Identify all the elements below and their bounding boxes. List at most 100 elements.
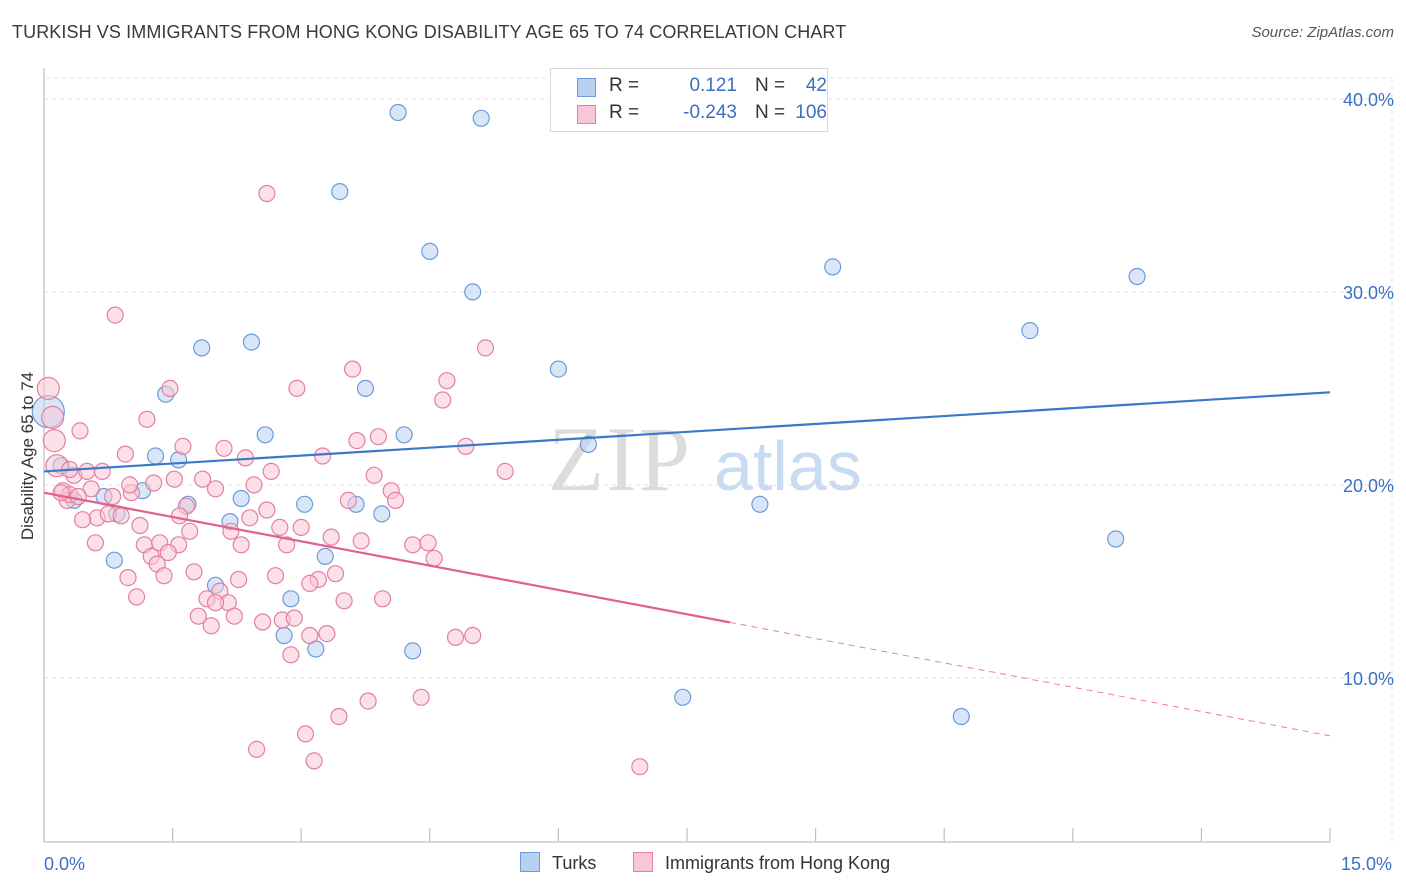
correlation-legend: R = 0.121 N = 42 R = -0.243 N = 106 <box>550 68 828 132</box>
turks-point <box>193 339 211 357</box>
hong-kong-point <box>476 339 495 357</box>
hong-kong-point <box>52 484 70 502</box>
hong-kong-point <box>119 568 137 587</box>
hong-kong-point <box>174 437 192 455</box>
tick-labels: 10.0% 20.0% 30.0% 40.0% 0.0% 15.0% <box>44 90 1394 874</box>
bottom-legend-label-hong-kong: Immigrants from Hong Kong <box>665 853 891 873</box>
turks-point <box>404 642 422 660</box>
hong-kong-point <box>305 752 323 770</box>
hong-kong-point <box>189 607 207 625</box>
hong-kong-point <box>496 462 514 480</box>
hong-kong-point <box>262 462 280 480</box>
hong-kong-point <box>42 429 66 453</box>
hong-kong-point <box>40 405 65 429</box>
hong-kong-point <box>181 522 199 540</box>
bottom-legend-label-turks: Turks <box>552 853 597 873</box>
hong-kong-point <box>369 428 387 446</box>
turks-point <box>105 551 123 569</box>
hong-kong-trend-line <box>43 491 731 624</box>
hong-kong-point <box>131 516 149 535</box>
turks-point <box>373 505 391 523</box>
hong-kong-point <box>271 518 289 537</box>
hong-kong-point <box>438 372 456 390</box>
hong-kong-point <box>170 507 189 525</box>
bottom-legend-hong-kong: Immigrants from Hong Kong <box>633 852 890 874</box>
turks-trend-line <box>43 391 1331 473</box>
hong-kong-point <box>258 501 276 519</box>
hong-kong-point <box>215 439 233 457</box>
hong-kong-point <box>258 184 276 203</box>
turks-point <box>331 183 349 201</box>
source-label: Source: ZipAtlas.com <box>1251 24 1394 41</box>
bottom-legend-swatch-hong-kong <box>633 852 653 872</box>
hong-kong-point <box>93 462 111 480</box>
hong-kong-point <box>69 487 87 506</box>
hong-kong-point <box>206 480 225 498</box>
hong-kong-point <box>292 518 310 537</box>
hong-kong-point <box>222 522 240 540</box>
turks-point <box>472 109 490 127</box>
hong-kong-point <box>206 594 225 612</box>
hong-kong-point <box>404 536 422 554</box>
hong-kong-point <box>296 725 315 743</box>
hong-kong-trend-line-extension <box>729 621 1331 737</box>
hong-kong-point <box>348 432 366 450</box>
hong-kong-point <box>318 624 336 643</box>
hong-kong-point <box>232 536 250 554</box>
hong-kong-point <box>103 487 122 506</box>
legend-swatch-turks <box>577 78 596 97</box>
chart-title: TURKISH VS IMMIGRANTS FROM HONG KONG DIS… <box>12 22 847 42</box>
turks-point <box>316 547 334 566</box>
hong-kong-point <box>73 511 92 529</box>
legend-n-value: 106 <box>795 102 827 123</box>
hong-kong-point <box>322 528 340 546</box>
turks-point <box>232 489 250 508</box>
hong-kong-point <box>425 549 443 567</box>
hong-kong-point <box>241 509 259 527</box>
trend-lines <box>43 391 1331 737</box>
hong-kong-point <box>365 466 383 484</box>
hong-kong-point <box>138 410 156 428</box>
turks-point <box>824 258 842 276</box>
turks-point <box>579 435 598 453</box>
hong-kong-point <box>248 740 266 759</box>
turks-point <box>275 626 293 645</box>
hong-kong-point <box>202 617 220 635</box>
hong-kong-point <box>285 609 303 627</box>
hong-kong-point <box>339 491 357 509</box>
hong-kong-point <box>301 626 319 645</box>
turks-point <box>395 426 413 444</box>
hong-kong-point <box>161 379 179 397</box>
hong-kong-point <box>112 507 130 525</box>
turks-point <box>296 495 314 513</box>
turks-point <box>674 688 692 706</box>
turks-point <box>751 495 769 513</box>
hong-kong-point <box>254 613 272 631</box>
hong-kong-point <box>434 391 452 409</box>
hong-kong-point <box>266 567 285 585</box>
hong-kong-point <box>352 532 370 550</box>
legend-r-label: R = <box>609 102 640 123</box>
hong-kong-point <box>36 376 60 400</box>
y-axis-title: Disability Age 65 to 74 <box>18 371 37 541</box>
legend-r-label: R = <box>609 75 640 96</box>
hong-kong-point <box>128 588 146 606</box>
legend-n-label: N = <box>755 75 786 96</box>
hong-kong-point <box>326 565 345 583</box>
legend-n-label: N = <box>755 102 786 123</box>
hong-kong-point <box>359 692 377 710</box>
hong-kong-point <box>631 758 649 776</box>
turks-point <box>1021 322 1039 340</box>
hong-kong-point <box>159 543 177 562</box>
y-tick-label: 20.0% <box>1343 476 1394 496</box>
legend-swatch-hong-kong <box>577 105 596 124</box>
hong-kong-point <box>194 470 212 488</box>
turks-point <box>952 707 970 726</box>
hong-kong-point <box>412 688 430 706</box>
data-points <box>31 103 1146 776</box>
turks-point <box>389 103 407 122</box>
legend-r-value: -0.243 <box>683 102 737 123</box>
watermark-atlas: atlas <box>714 427 862 505</box>
hong-kong-point <box>225 607 243 625</box>
